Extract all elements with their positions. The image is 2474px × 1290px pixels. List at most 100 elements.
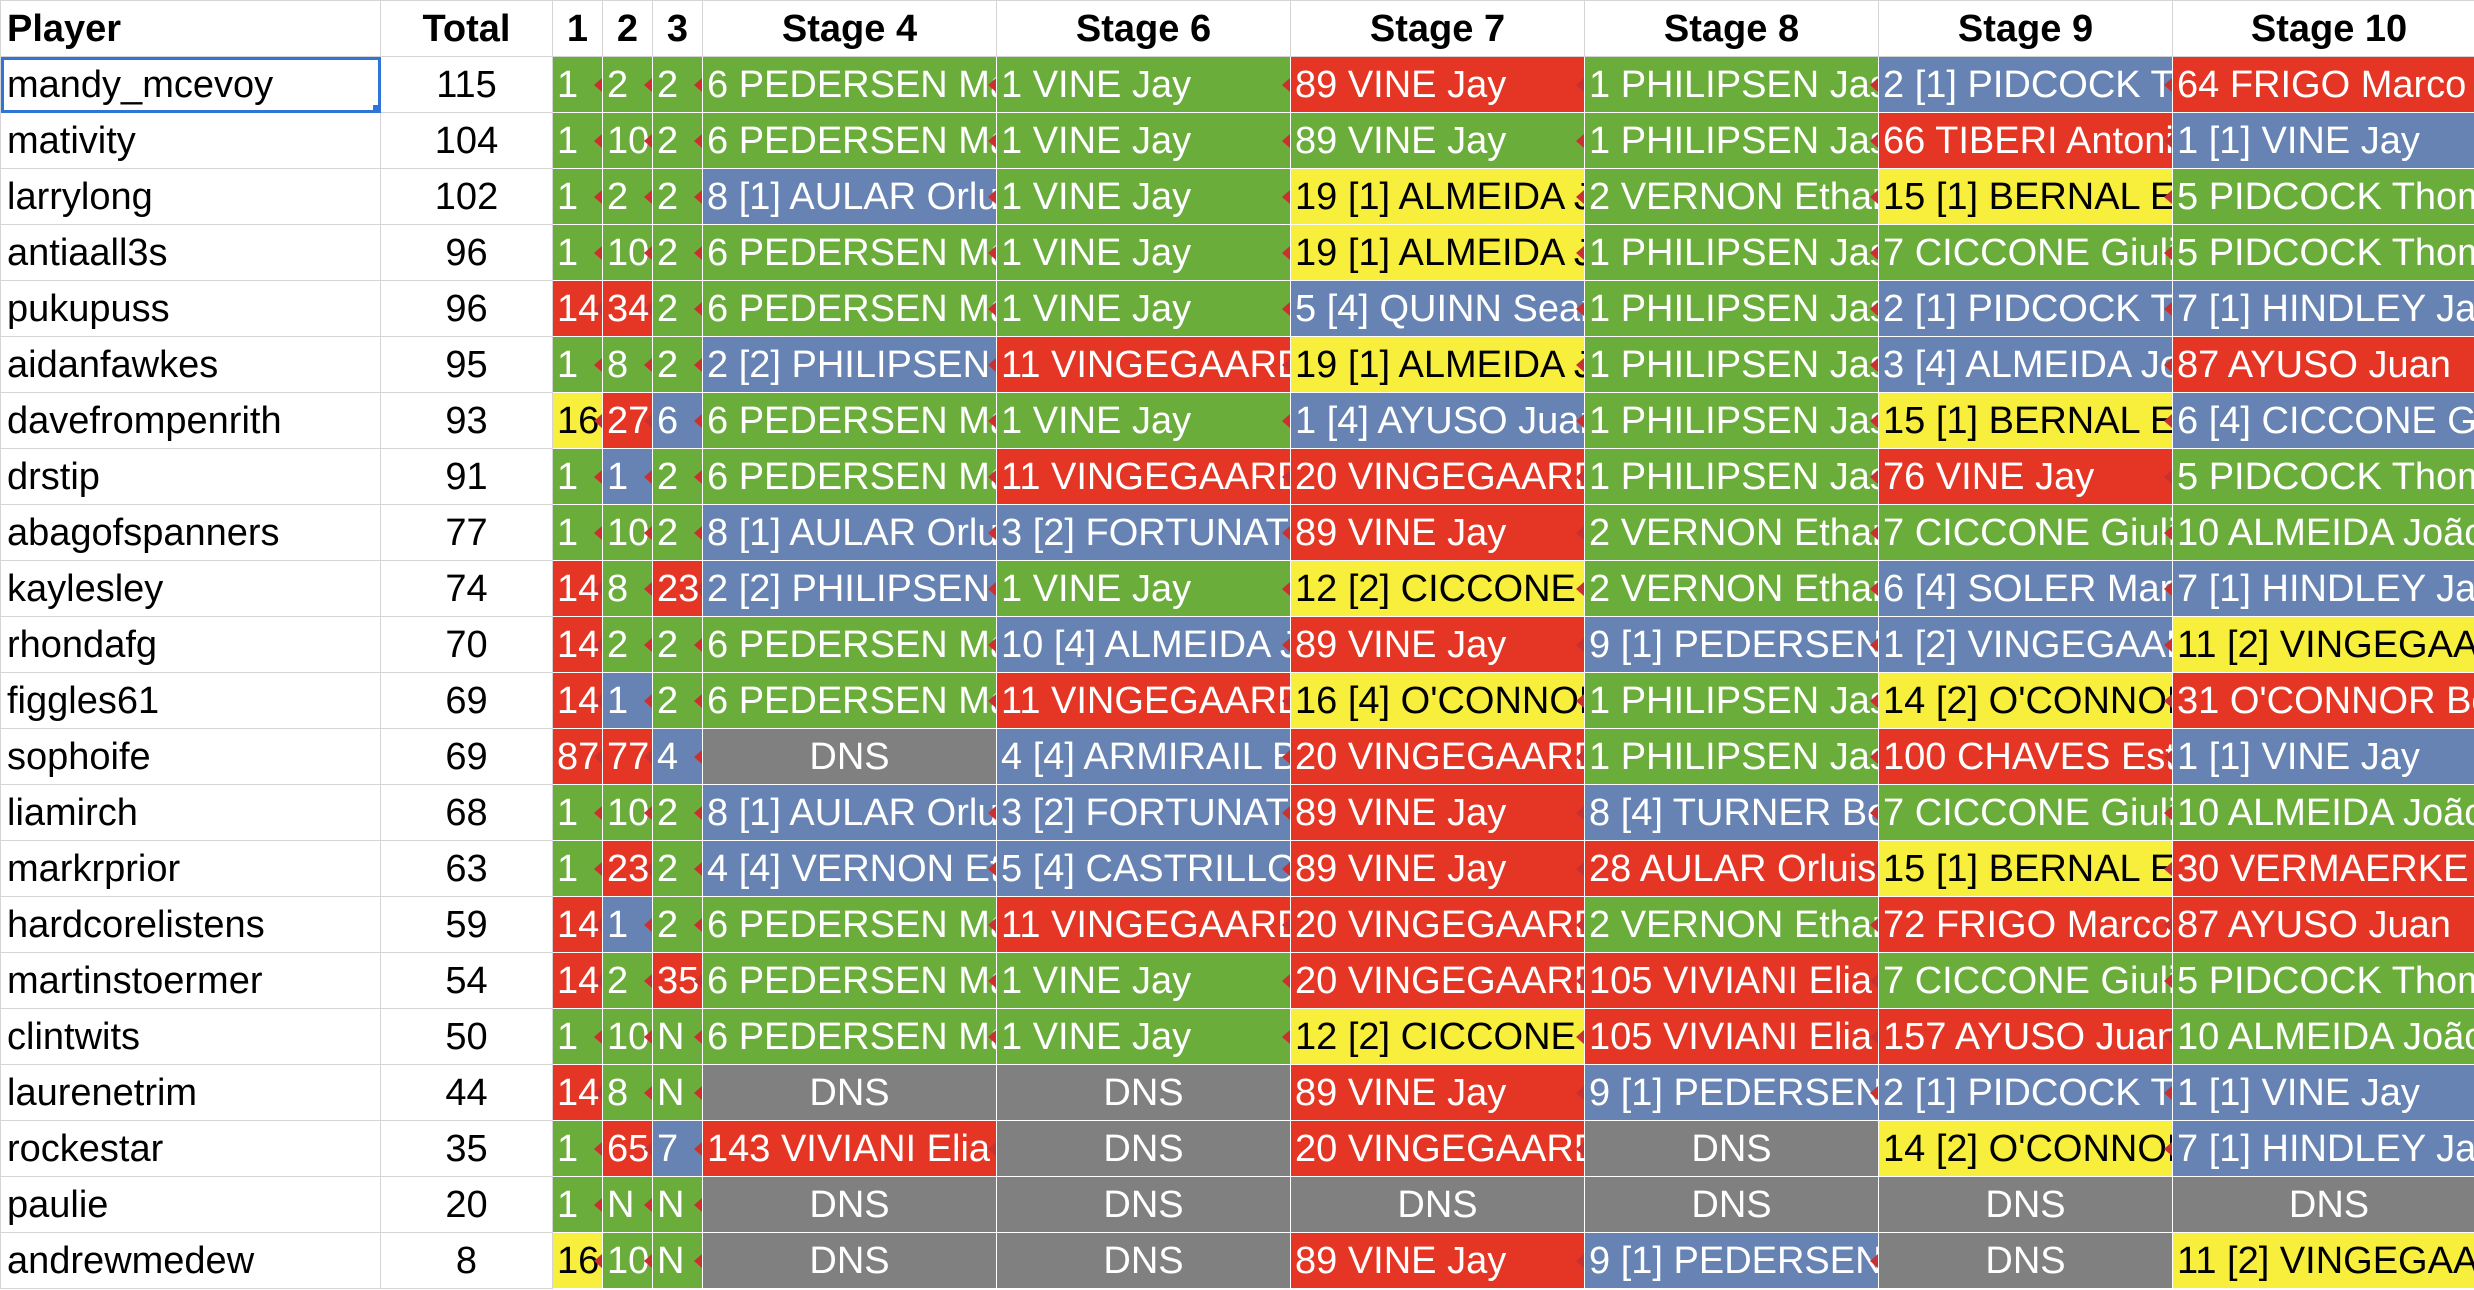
header-cell-stage-9[interactable]: Stage 9 [1878,0,2173,57]
pick-cell[interactable]: 1 [602,896,653,953]
pick-cell[interactable]: 3 [2] FORTUNATO Lorenzo [996,504,1291,561]
dns-cell[interactable]: DNS [996,1120,1291,1177]
pick-cell[interactable]: 1 [552,504,603,561]
pick-cell[interactable]: 2 [652,840,703,897]
pick-cell[interactable]: 10 [602,1008,653,1065]
header-cell-stage-10[interactable]: Stage 10 [2172,0,2474,57]
pick-cell[interactable]: 1 PHILIPSEN Jasper [1584,56,1879,113]
pick-cell[interactable]: 2 [652,672,703,729]
pick-cell[interactable]: 1 [552,224,603,281]
pick-cell[interactable]: 1 VINE Jay [996,952,1291,1009]
pick-cell[interactable]: 2 [652,448,703,505]
total-cell[interactable]: 115 [380,56,553,113]
pick-cell[interactable]: 27 [602,392,653,449]
pick-cell[interactable]: 2 [652,896,703,953]
pick-cell[interactable]: 19 [1] ALMEIDA João [1290,168,1585,225]
header-cell-total[interactable]: Total [380,0,553,57]
pick-cell[interactable]: 12 [2] CICCONE Giulio [1290,1008,1585,1065]
pick-cell[interactable]: 2 [1] PIDCOCK Thomas [1878,280,2173,337]
pick-cell[interactable]: 6 PEDERSEN Mads [702,952,997,1009]
pick-cell[interactable]: 1 VINE Jay [996,560,1291,617]
pick-cell[interactable]: 1 [552,168,603,225]
pick-cell[interactable]: 1 VINE Jay [996,112,1291,169]
dns-cell[interactable]: DNS [1290,1176,1585,1233]
pick-cell[interactable]: 76 VINE Jay [1878,448,2173,505]
pick-cell[interactable]: 89 VINE Jay [1290,504,1585,561]
pick-cell[interactable]: 5 PIDCOCK Thomas [2172,168,2474,225]
pick-cell[interactable]: 143 VIVIANI Elia [702,1120,997,1177]
pick-cell[interactable]: 16 [4] O'CONNOR Ben [1290,672,1585,729]
pick-cell[interactable]: N [652,1008,703,1065]
pick-cell[interactable]: 7 [1] HINDLEY Jai [2172,1120,2474,1177]
dns-cell[interactable]: DNS [1584,1176,1879,1233]
pick-cell[interactable]: 2 [652,280,703,337]
total-cell[interactable]: 96 [380,280,553,337]
pick-cell[interactable]: 2 [602,168,653,225]
pick-cell[interactable]: 5 [4] CASTRILLO Pablo [996,840,1291,897]
dns-cell[interactable]: DNS [702,1232,997,1289]
pick-cell[interactable]: 10 [4] ALMEIDA João [996,616,1291,673]
player-cell[interactable]: laurenetrim [0,1064,381,1121]
total-cell[interactable]: 69 [380,672,553,729]
player-cell[interactable]: andrewmedew [0,1232,381,1289]
player-cell[interactable]: kaylesley [0,560,381,617]
pick-cell[interactable]: 1 [552,1120,603,1177]
header-cell-stage-4[interactable]: Stage 4 [702,0,997,57]
pick-cell[interactable]: 15 [1] BERNAL Egan [1878,840,2173,897]
pick-cell[interactable]: 2 VERNON Ethan [1584,168,1879,225]
pick-cell[interactable]: 7 CICCONE Giulio [1878,224,2173,281]
header-cell-player[interactable]: Player [0,0,381,57]
pick-cell[interactable]: 6 PEDERSEN Mads [702,112,997,169]
pick-cell[interactable]: 6 [4] CICCONE Giulio [2172,392,2474,449]
total-cell[interactable]: 77 [380,504,553,561]
pick-cell[interactable]: N [652,1232,703,1289]
pick-cell[interactable]: 14 [552,1064,603,1121]
total-cell[interactable]: 68 [380,784,553,841]
dns-cell[interactable]: DNS [1584,1120,1879,1177]
player-cell[interactable]: sophoife [0,728,381,785]
pick-cell[interactable]: 6 [652,392,703,449]
pick-cell[interactable]: 1 [552,56,603,113]
player-cell[interactable]: abagofspanners [0,504,381,561]
pick-cell[interactable]: 1 VINE Jay [996,280,1291,337]
pick-cell[interactable]: 23 [602,840,653,897]
pick-cell[interactable]: 11 VINGEGAARD Jonas [996,336,1291,393]
dns-cell[interactable]: DNS [996,1064,1291,1121]
pick-cell[interactable]: 66 TIBERI Antonio [1878,112,2173,169]
pick-cell[interactable]: 1 [552,1008,603,1065]
player-cell[interactable]: drstip [0,448,381,505]
pick-cell[interactable]: 4 [652,728,703,785]
pick-cell[interactable]: 6 PEDERSEN Mads [702,56,997,113]
pick-cell[interactable]: 2 [1] PIDCOCK Thomas [1878,1064,2173,1121]
player-cell[interactable]: pukupuss [0,280,381,337]
header-cell-stage-7[interactable]: Stage 7 [1290,0,1585,57]
pick-cell[interactable]: 14 [2] O'CONNOR Ben [1878,1120,2173,1177]
pick-cell[interactable]: 1 PHILIPSEN Jasper [1584,280,1879,337]
pick-cell[interactable]: 1 [1] VINE Jay [2172,112,2474,169]
dns-cell[interactable]: DNS [996,1232,1291,1289]
pick-cell[interactable]: 31 O'CONNOR Ben [2172,672,2474,729]
pick-cell[interactable]: 2 [652,336,703,393]
pick-cell[interactable]: 11 [2] VINGEGAARD Jonas [2172,1232,2474,1289]
pick-cell[interactable]: 1 [552,336,603,393]
total-cell[interactable]: 35 [380,1120,553,1177]
pick-cell[interactable]: 20 VINGEGAARD Jonas [1290,896,1585,953]
pick-cell[interactable]: 2 VERNON Ethan [1584,504,1879,561]
pick-cell[interactable]: 5 PIDCOCK Thomas [2172,224,2474,281]
player-cell[interactable]: liamirch [0,784,381,841]
pick-cell[interactable]: 1 [602,448,653,505]
pick-cell[interactable]: 8 [1] AULAR Orluis [702,784,997,841]
pick-cell[interactable]: 10 [602,504,653,561]
pick-cell[interactable]: 10 ALMEIDA João [2172,784,2474,841]
total-cell[interactable]: 93 [380,392,553,449]
pick-cell[interactable]: 35 [652,952,703,1009]
pick-cell[interactable]: 89 VINE Jay [1290,1232,1585,1289]
pick-cell[interactable]: 19 [1] ALMEIDA João [1290,224,1585,281]
pick-cell[interactable]: 2 [602,616,653,673]
pick-cell[interactable]: 10 ALMEIDA João [2172,504,2474,561]
total-cell[interactable]: 63 [380,840,553,897]
pick-cell[interactable]: 2 [602,56,653,113]
total-cell[interactable]: 95 [380,336,553,393]
player-cell[interactable]: mandy_mcevoy [0,56,381,113]
